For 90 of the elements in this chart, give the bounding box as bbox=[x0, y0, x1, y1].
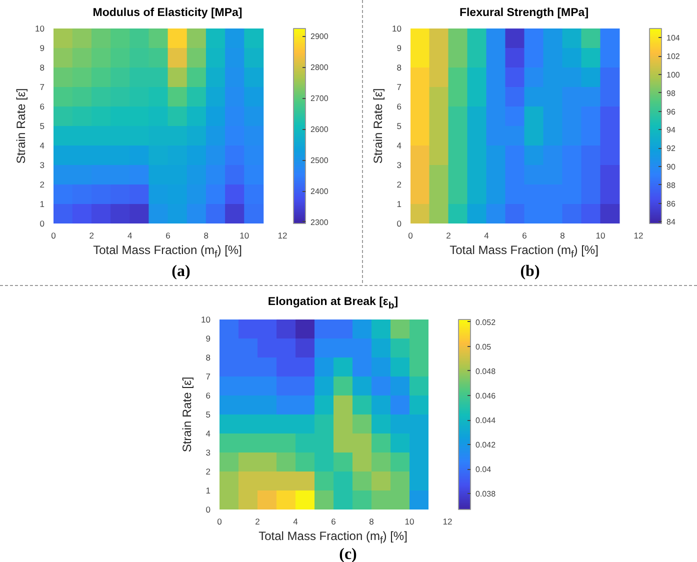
y-tick-label: 8 bbox=[396, 62, 402, 72]
x-tick-label: 12 bbox=[634, 230, 644, 240]
color-bar-label: 0.042 bbox=[476, 440, 496, 450]
x-tick-label: 2 bbox=[446, 230, 452, 240]
y-tick-label: 0 bbox=[206, 504, 211, 514]
color-bar-label: 2400 bbox=[310, 187, 329, 196]
y-tick-label: 4 bbox=[206, 428, 211, 438]
y-tick-label: 10 bbox=[35, 24, 45, 34]
color-bar-label: 102 bbox=[666, 52, 680, 62]
y-axis-title: Strain Rate [ε̇] bbox=[14, 88, 28, 164]
y-tick-label: 6 bbox=[40, 102, 45, 112]
color-bar-label: 2800 bbox=[310, 63, 329, 72]
x-axis-title: Total Mass Fraction (m$_{f}$) [%] bbox=[92, 242, 243, 260]
color-bar-label: 2300 bbox=[310, 218, 329, 227]
color-bar-label: 0.038 bbox=[476, 490, 496, 499]
color-bar-label: 96 bbox=[666, 107, 676, 116]
y-tick-label: 6 bbox=[206, 390, 211, 400]
y-tick-label: 2 bbox=[40, 180, 45, 190]
color-bar-label: 2700 bbox=[310, 94, 329, 104]
y-axis-title: Strain Rate [ε̇] bbox=[180, 376, 194, 452]
y-tick-label: 1 bbox=[206, 486, 211, 496]
x-tick-label: 10 bbox=[404, 516, 414, 526]
color-bar-label: 2900 bbox=[310, 32, 329, 42]
y-tick-label: 6 bbox=[396, 102, 402, 112]
chart-title: Modulus of Elasticity [MPa] bbox=[92, 6, 244, 21]
y-tick-label: 3 bbox=[206, 448, 211, 458]
y-tick-label: 10 bbox=[392, 24, 402, 34]
x-tick-label: 0 bbox=[408, 230, 414, 240]
y-tick-label: 5 bbox=[396, 121, 402, 131]
color-bar-label: 104 bbox=[666, 34, 680, 43]
y-tick-label: 8 bbox=[206, 352, 211, 362]
x-tick-label: 4 bbox=[293, 516, 298, 526]
y-tick-label: 3 bbox=[40, 160, 45, 170]
x-axis-title: Total Mass Fraction (m$_{f}$) [%] bbox=[258, 528, 408, 546]
color-bar-label: 98 bbox=[666, 88, 676, 98]
x-tick-label: 8 bbox=[369, 516, 374, 526]
y-axis-title: Strain Rate [ε̇] bbox=[371, 88, 386, 164]
y-tick-label: 1 bbox=[396, 199, 402, 209]
x-tick-label: 0 bbox=[217, 516, 222, 526]
color-bar-label: 2500 bbox=[310, 156, 329, 166]
color-bar-label: 90 bbox=[666, 162, 676, 172]
x-tick-label: 12 bbox=[442, 516, 452, 526]
color-bar-label: 0.044 bbox=[476, 416, 496, 426]
y-tick-label: 9 bbox=[40, 43, 45, 53]
y-tick-label: 0 bbox=[40, 218, 45, 228]
color-bar-label: 92 bbox=[666, 144, 676, 154]
x-tick-label: 6 bbox=[331, 516, 336, 526]
x-tick-label: 2 bbox=[255, 516, 260, 526]
y-tick-label: 5 bbox=[40, 121, 45, 131]
x-tick-label: 6 bbox=[166, 230, 171, 240]
x-tick-label: 4 bbox=[484, 230, 490, 240]
y-tick-label: 1 bbox=[40, 199, 45, 209]
y-tick-label: 4 bbox=[396, 140, 402, 150]
y-tick-label: 3 bbox=[396, 160, 402, 170]
x-axis-title: Total Mass Fraction (m$_{f}$) [%] bbox=[448, 242, 600, 260]
y-tick-label: 9 bbox=[396, 43, 402, 53]
color-bar-label: 0.05 bbox=[476, 342, 492, 352]
x-tick-label: 2 bbox=[89, 230, 94, 240]
y-tick-label: 4 bbox=[40, 140, 45, 150]
y-tick-label: 2 bbox=[206, 466, 211, 476]
text: (b) bbox=[519, 262, 541, 282]
x-tick-label: 10 bbox=[596, 230, 606, 240]
x-tick-label: 0 bbox=[51, 230, 56, 240]
y-tick-label: 5 bbox=[206, 410, 211, 420]
color-bar-label: 0.046 bbox=[476, 392, 496, 400]
color-bar-label: 84 bbox=[666, 218, 676, 227]
x-tick-label: 10 bbox=[240, 230, 250, 240]
color-bar-label: 86 bbox=[666, 199, 676, 208]
x-tick-label: 6 bbox=[522, 230, 528, 240]
x-tick-label: 12 bbox=[278, 230, 288, 240]
color-bar-label: 0.048 bbox=[476, 366, 496, 376]
y-tick-label: 7 bbox=[40, 82, 45, 92]
y-tick-label: 7 bbox=[206, 372, 211, 382]
chart-title: Elongation at Break [ε$_{b}$] bbox=[266, 295, 400, 313]
x-tick-label: 8 bbox=[560, 230, 566, 240]
y-tick-label: 8 bbox=[40, 62, 45, 72]
y-tick-label: 7 bbox=[396, 82, 402, 92]
chart-title: Flexural Strength [MPa] bbox=[458, 6, 590, 21]
color-bar-label: 88 bbox=[666, 180, 676, 190]
y-tick-label: 9 bbox=[206, 334, 211, 344]
y-tick-label: 10 bbox=[201, 314, 211, 324]
color-bar-label: 2600 bbox=[310, 125, 329, 134]
color-bar-label: 100 bbox=[666, 70, 680, 80]
color-bar-label: 0.052 bbox=[476, 318, 496, 327]
y-tick-label: 2 bbox=[396, 180, 402, 190]
y-tick-label: 0 bbox=[396, 218, 402, 228]
color-bar-label: 0.04 bbox=[476, 465, 492, 474]
text: (a) bbox=[170, 262, 192, 282]
color-bar-label: 94 bbox=[666, 126, 676, 135]
x-tick-label: 4 bbox=[127, 230, 132, 240]
